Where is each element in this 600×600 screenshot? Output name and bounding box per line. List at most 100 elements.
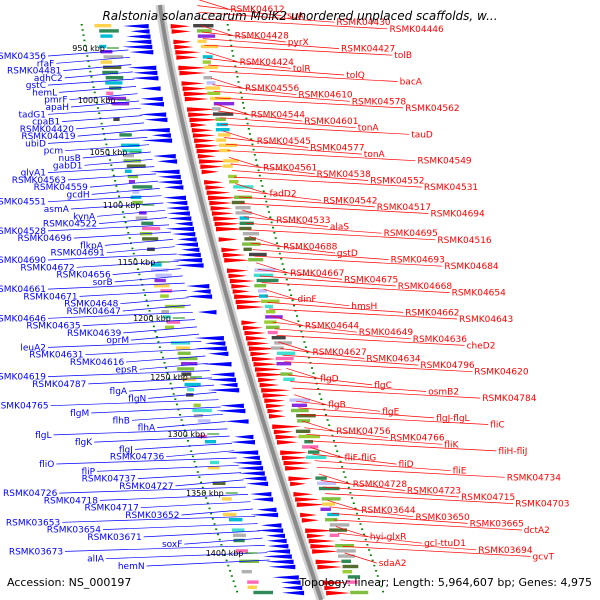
guide-dot xyxy=(150,315,152,317)
guide-dot xyxy=(361,528,364,530)
reverse-gene-arrow xyxy=(130,29,150,34)
cog-feature-block xyxy=(200,44,218,49)
gene-connector-line xyxy=(199,18,388,30)
cog-feature-block xyxy=(197,419,211,423)
guide-dot xyxy=(378,580,381,582)
gene-connector-line xyxy=(104,239,173,246)
reverse-gene-arrow xyxy=(267,544,289,549)
cog-feature-block xyxy=(239,216,249,220)
left-gene-label: apaH xyxy=(45,103,69,113)
cog-feature-block xyxy=(205,86,220,90)
reverse-gene-arrow xyxy=(164,185,184,190)
guide-dot xyxy=(261,185,264,187)
guide-dot xyxy=(265,200,268,203)
right-gene-label: RSMK04610 xyxy=(298,91,353,101)
reverse-gene-arrow xyxy=(251,497,274,502)
cog-feature-block xyxy=(219,148,230,153)
gene-connector-line xyxy=(247,229,436,241)
guide-dot xyxy=(334,445,337,447)
gene-connector-line xyxy=(122,304,191,312)
reverse-gene-arrow xyxy=(139,112,167,117)
forward-gene-arrow xyxy=(173,39,192,45)
gene-connector-line xyxy=(274,328,411,340)
cog-feature-block xyxy=(244,237,256,241)
guide-dot xyxy=(290,294,293,296)
right-gene-label: RSMK04728 xyxy=(353,480,408,490)
gene-connector-line xyxy=(302,420,335,432)
guide-dot xyxy=(232,580,235,582)
reverse-gene-arrow xyxy=(208,351,229,357)
forward-gene-arrow xyxy=(189,117,220,123)
guide-dot xyxy=(220,544,223,546)
gene-connector-line xyxy=(213,90,350,102)
guide-dot xyxy=(180,419,183,421)
guide-dot xyxy=(294,310,297,312)
gene-connector-line xyxy=(344,552,377,564)
forward-gene-arrow xyxy=(267,408,284,414)
forward-gene-arrow xyxy=(184,96,210,102)
left-gene-label: RSMK04787 xyxy=(32,380,86,390)
cog-feature-block xyxy=(283,377,295,381)
guide-dot xyxy=(123,216,126,218)
gene-connector-line xyxy=(218,110,303,122)
guide-dot xyxy=(232,55,235,57)
gene-connector-line xyxy=(227,150,416,162)
right-gene-label: fliD xyxy=(399,460,414,470)
scale-tick-label: 1300 kbp xyxy=(167,430,205,439)
reverse-gene-arrow xyxy=(139,102,164,107)
gene-connector-line xyxy=(47,137,148,144)
gene-connector-line xyxy=(70,202,164,210)
cog-feature-block xyxy=(196,29,212,33)
gene-connector-line xyxy=(198,11,335,23)
forward-gene-arrow xyxy=(200,164,224,169)
forward-gene-arrow xyxy=(178,65,208,71)
right-gene-label: RSMK04703 xyxy=(515,500,569,510)
left-gene-label: RSMK03652 xyxy=(125,511,179,521)
guide-dot xyxy=(354,507,357,510)
guide-dot xyxy=(297,320,300,322)
guide-dot xyxy=(161,356,164,359)
guide-dot xyxy=(126,226,128,229)
gene-connector-line xyxy=(59,86,136,93)
gene-connector-line xyxy=(342,546,531,557)
guide-dot xyxy=(215,528,218,530)
gene-connector-line xyxy=(212,84,297,96)
cog-feature-block xyxy=(155,273,172,277)
right-gene-label: rsuA xyxy=(283,12,304,22)
right-gene-label: alaS xyxy=(330,223,350,233)
reverse-gene-arrow xyxy=(174,263,204,268)
guide-dot xyxy=(155,336,158,338)
guide-dot xyxy=(222,549,225,551)
guide-dot xyxy=(246,122,249,125)
forward-gene-arrow xyxy=(171,29,191,34)
guide-dot xyxy=(304,346,307,348)
right-gene-label: RSMK04561 xyxy=(263,163,317,173)
cog-feature-block xyxy=(197,434,207,439)
reverse-gene-arrow xyxy=(209,372,235,377)
cog-feature-block xyxy=(231,528,245,532)
guide-dot xyxy=(206,502,209,504)
gene-connector-line xyxy=(47,224,170,232)
gene-connector-line xyxy=(197,5,282,16)
guide-dot xyxy=(248,133,251,135)
cog-feature-block xyxy=(298,434,320,439)
guide-dot xyxy=(168,377,171,380)
guide-dot xyxy=(233,60,236,62)
right-gene-label: RSMK04796 xyxy=(420,361,475,371)
gene-connector-line xyxy=(256,262,289,274)
gene-connector-line xyxy=(84,158,153,166)
gene-connector-line xyxy=(102,523,258,530)
right-gene-label: RSMK04694 xyxy=(431,210,486,220)
guide-dot xyxy=(211,518,214,520)
forward-gene-arrow xyxy=(248,346,278,351)
cog-feature-block xyxy=(222,164,233,168)
gene-connector-line xyxy=(47,107,141,115)
cog-feature-block xyxy=(207,466,220,470)
left-gene-label: flgA xyxy=(110,387,128,397)
gene-connector-line xyxy=(314,460,451,472)
guide-dot xyxy=(285,278,288,281)
cog-feature-block xyxy=(297,419,310,423)
gene-connector-line xyxy=(88,377,212,385)
reverse-gene-arrow xyxy=(238,471,265,476)
